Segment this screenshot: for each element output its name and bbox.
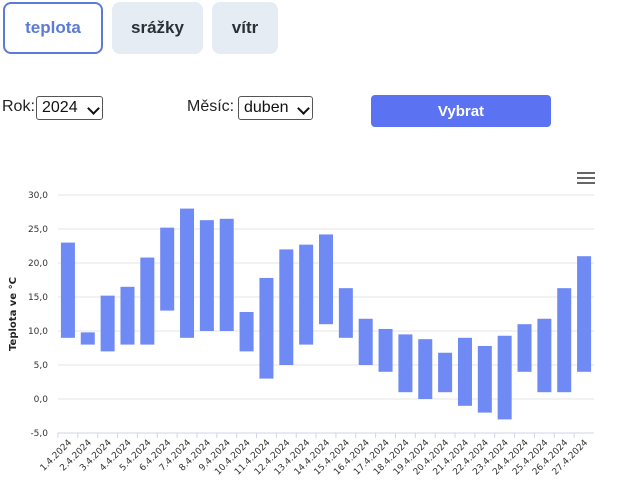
- chart-bar[interactable]: [319, 234, 333, 325]
- chart-bar[interactable]: [259, 277, 274, 379]
- chevron-down-icon: [297, 102, 310, 115]
- month-select[interactable]: duben: [238, 96, 313, 120]
- y-tick-label: 25,0: [28, 225, 48, 235]
- y-tick-label: 10,0: [28, 327, 48, 337]
- chart-bar[interactable]: [299, 244, 314, 345]
- tab-teplota[interactable]: teplota: [3, 2, 103, 54]
- chart-bar[interactable]: [199, 220, 214, 331]
- chevron-down-icon: [87, 102, 100, 115]
- tab-srazky[interactable]: srážky: [112, 2, 203, 54]
- chart-bar[interactable]: [378, 328, 393, 372]
- chart-bar[interactable]: [497, 335, 512, 420]
- temperature-chart: 30,0 25,0 20,0 15,0 10,0 5,0 0,0 -5,0 1.4.20242…: [8, 191, 594, 478]
- chart-bar[interactable]: [517, 324, 532, 372]
- chart-bar[interactable]: [160, 227, 175, 311]
- chart-bar[interactable]: [338, 288, 353, 338]
- chart-bar[interactable]: [577, 256, 592, 372]
- tab-vitr[interactable]: vítr: [212, 2, 278, 54]
- chart-bar[interactable]: [219, 218, 234, 331]
- y-tick-label: 20,0: [28, 259, 48, 269]
- y-tick-label: 15,0: [28, 293, 48, 303]
- chart-bar[interactable]: [100, 295, 115, 352]
- chart-bar[interactable]: [279, 249, 294, 365]
- chart-bar[interactable]: [557, 288, 572, 393]
- hamburger-menu-icon[interactable]: [577, 172, 595, 186]
- chart-bars: [60, 208, 592, 420]
- y-tick-label: 30,0: [28, 191, 48, 201]
- chart-bar[interactable]: [120, 286, 135, 345]
- y-axis-ticks: 30,0 25,0 20,0 15,0 10,0 5,0 0,0 -5,0: [28, 191, 48, 439]
- month-label: Měsíc:: [187, 98, 235, 115]
- chart-bar[interactable]: [398, 334, 413, 393]
- submit-button[interactable]: Vybrat: [371, 95, 551, 127]
- month-select-value: duben: [244, 99, 289, 116]
- chart-bar[interactable]: [438, 352, 453, 393]
- year-select-value: 2024: [42, 99, 78, 116]
- x-axis-ticks: 1.4.20242.4.20243.4.20244.4.20245.4.2024…: [39, 433, 590, 478]
- chart-bar[interactable]: [80, 332, 95, 345]
- y-tick-label: 0,0: [34, 395, 49, 405]
- year-select[interactable]: 2024: [36, 96, 103, 120]
- chart-bar[interactable]: [140, 257, 155, 345]
- chart-bar[interactable]: [60, 242, 75, 338]
- chart-bar[interactable]: [477, 345, 492, 413]
- chart-bar[interactable]: [358, 318, 373, 365]
- chart-bar[interactable]: [239, 311, 254, 352]
- y-tick-label: 5,0: [34, 361, 49, 371]
- chart-bar[interactable]: [418, 339, 433, 399]
- chart-bar[interactable]: [537, 318, 552, 393]
- y-tick-label: -5,0: [30, 429, 48, 439]
- y-axis-title: Teplota ve °C: [8, 277, 19, 351]
- year-label: Rok:: [2, 98, 35, 115]
- chart-bar[interactable]: [457, 337, 472, 406]
- chart-bar[interactable]: [180, 208, 195, 338]
